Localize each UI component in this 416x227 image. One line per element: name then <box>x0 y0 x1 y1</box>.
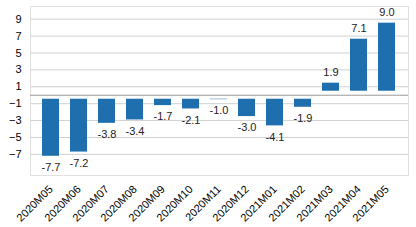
svg-text:2021M02: 2021M02 <box>266 182 307 224</box>
svg-text:-4.1: -4.1 <box>266 131 285 143</box>
svg-text:7.1: 7.1 <box>351 22 366 34</box>
svg-text:3: 3 <box>15 63 21 75</box>
svg-text:-1.7: -1.7 <box>154 110 173 122</box>
svg-text:-2.1: -2.1 <box>182 114 201 126</box>
svg-text:-3.4: -3.4 <box>126 125 145 137</box>
svg-text:2020M11: 2020M11 <box>182 182 223 224</box>
svg-text:−3: −3 <box>9 114 22 126</box>
svg-text:2020M07: 2020M07 <box>70 182 111 224</box>
svg-text:-3.8: -3.8 <box>98 128 117 140</box>
svg-text:-7.2: -7.2 <box>70 157 89 169</box>
svg-text:−5: −5 <box>9 131 22 143</box>
svg-text:2021M01: 2021M01 <box>238 182 279 224</box>
svg-text:9: 9 <box>15 13 21 25</box>
svg-text:-1.9: -1.9 <box>294 112 313 124</box>
svg-text:1: 1 <box>15 80 21 92</box>
svg-text:2021M05: 2021M05 <box>350 183 391 224</box>
svg-text:−1: −1 <box>9 97 22 109</box>
svg-text:7: 7 <box>15 30 21 42</box>
svg-text:-1.0: -1.0 <box>210 104 229 116</box>
svg-text:-7.7: -7.7 <box>42 161 61 173</box>
svg-text:2020M09: 2020M09 <box>126 182 167 224</box>
svg-text:−7: −7 <box>9 148 22 160</box>
svg-text:2020M10: 2020M10 <box>154 182 195 224</box>
svg-text:2021M04: 2021M04 <box>322 182 363 224</box>
svg-text:2020M05: 2020M05 <box>14 182 55 224</box>
svg-text:2021M03: 2021M03 <box>294 182 335 224</box>
svg-text:1.9: 1.9 <box>323 66 338 78</box>
svg-text:2020M06: 2020M06 <box>42 182 83 224</box>
svg-text:2020M12: 2020M12 <box>210 182 251 224</box>
svg-text:-3.0: -3.0 <box>238 121 257 133</box>
svg-text:5: 5 <box>15 46 21 58</box>
svg-text:9.0: 9.0 <box>379 6 394 18</box>
svg-text:2020M08: 2020M08 <box>98 182 139 224</box>
